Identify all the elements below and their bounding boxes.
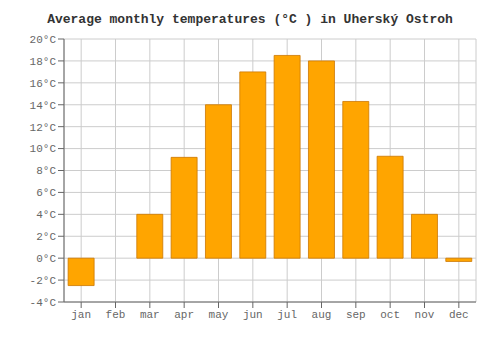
html-text:Average monthly temperatures (: Average monthly temperatures (°C ) in Uh… [47, 12, 453, 27]
svg-text:8°C: 8°C [36, 165, 56, 177]
svg-text:dec: dec [449, 309, 469, 321]
svg-text:jun: jun [243, 309, 263, 321]
svg-text:14°C: 14°C [30, 100, 57, 112]
svg-text:nov: nov [415, 309, 435, 321]
svg-text:-4°C: -4°C [30, 297, 57, 309]
svg-text:18°C: 18°C [30, 56, 57, 68]
svg-text:apr: apr [174, 309, 194, 321]
svg-text:4°C: 4°C [36, 209, 56, 221]
svg-text:may: may [209, 309, 229, 321]
svg-text:oct: oct [380, 309, 400, 321]
svg-text:10°C: 10°C [30, 143, 57, 155]
svg-text:20°C: 20°C [30, 34, 57, 46]
svg-text:6°C: 6°C [36, 187, 56, 199]
svg-text:-2°C: -2°C [30, 275, 57, 287]
svg-text:2°C: 2°C [36, 231, 56, 243]
svg-text:12°C: 12°C [30, 122, 57, 134]
svg-text:sep: sep [346, 309, 366, 321]
svg-text:jan: jan [71, 309, 91, 321]
svg-text:feb: feb [106, 309, 126, 321]
svg-text:0°C: 0°C [36, 253, 56, 265]
svg-text:jul: jul [277, 309, 297, 321]
svg-text:aug: aug [312, 309, 332, 321]
svg-text:mar: mar [140, 309, 160, 321]
svg-text:16°C: 16°C [30, 78, 57, 90]
